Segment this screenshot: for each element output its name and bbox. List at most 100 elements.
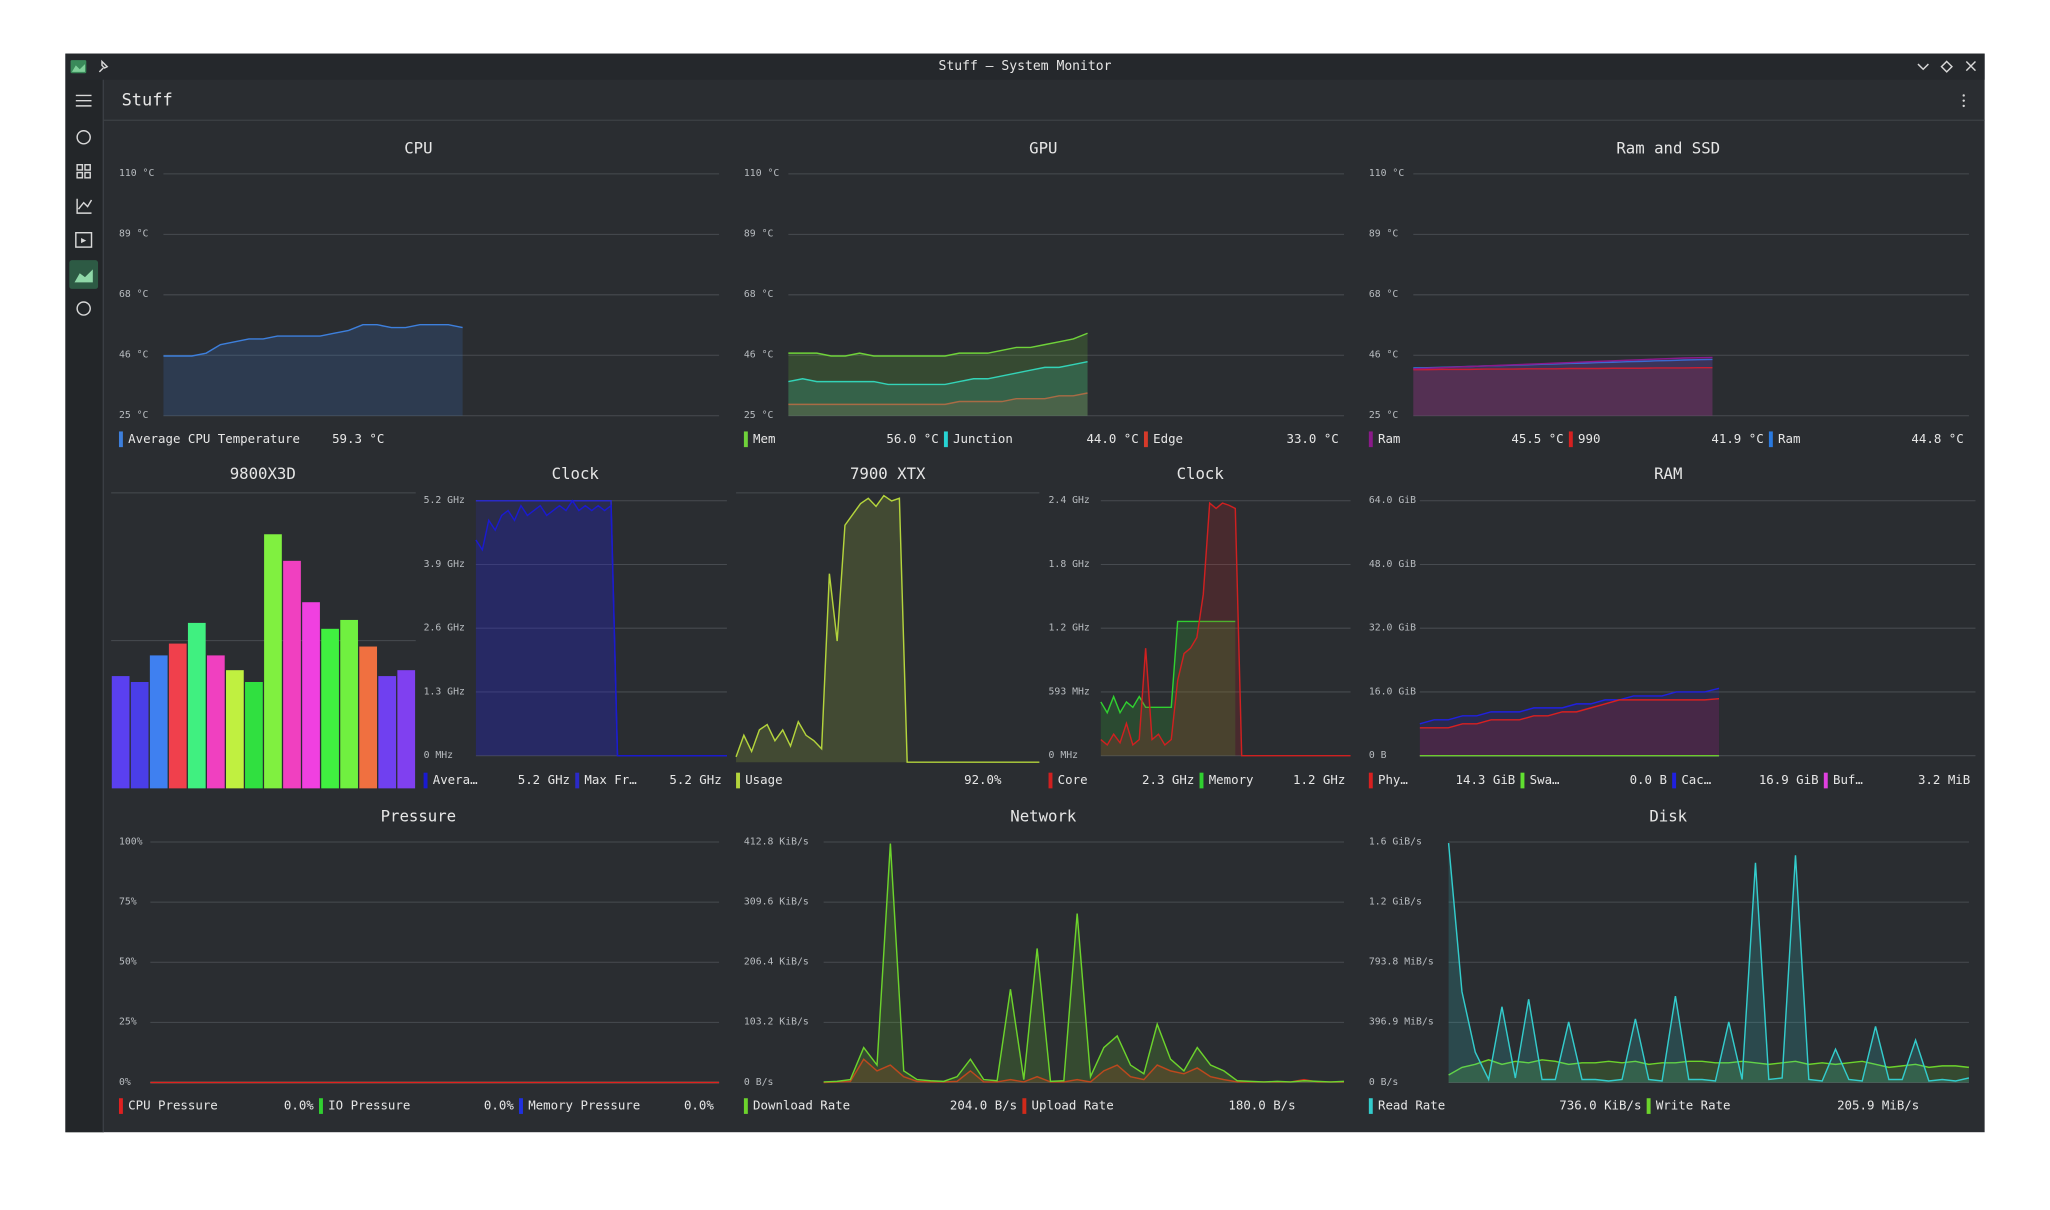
legend-value: 736.0 KiB/s <box>1559 1098 1641 1113</box>
legend-name: Edge <box>1153 431 1183 446</box>
legend-name: 990 <box>1578 431 1600 446</box>
legend-swatch <box>1646 1098 1651 1114</box>
y-tick-label: 0 B/s <box>744 1077 774 1088</box>
legend-swatch <box>575 772 580 789</box>
series-area <box>1419 688 1720 756</box>
pin-button[interactable] <box>98 59 109 73</box>
legend-value: 1.2 GHz <box>1293 772 1345 787</box>
sidebar-history[interactable] <box>76 198 93 214</box>
y-tick-label: 1.2 GHz <box>1049 623 1090 634</box>
y-tick-label: 110 °C <box>119 168 154 179</box>
series-line <box>788 360 1088 386</box>
legend-name: Read Rate <box>1378 1098 1445 1113</box>
y-tick-label: 25% <box>119 1017 137 1028</box>
sidebar <box>65 79 104 1133</box>
legend-value: 0.0 B <box>1630 772 1667 787</box>
legend-name: Cac… <box>1681 772 1711 787</box>
series-line <box>823 843 1345 1083</box>
series-line <box>1419 697 1720 729</box>
core-bar <box>264 534 282 789</box>
y-tick-label: 412.8 KiB/s <box>744 836 809 847</box>
legend-swatch <box>1672 772 1677 789</box>
legend-value: 5.2 GHz <box>669 772 721 787</box>
y-tick-label: 25 °C <box>744 410 774 421</box>
core-bar <box>321 628 339 789</box>
core-bar <box>283 560 301 789</box>
series-line <box>1100 620 1236 715</box>
series-area <box>1448 843 1969 1083</box>
y-tick-label: 2.6 GHz <box>424 623 465 634</box>
y-tick-label: 89 °C <box>744 229 774 240</box>
legend-swatch <box>736 772 740 789</box>
legend-value: 0.0% <box>484 1098 514 1113</box>
series-line <box>1448 1059 1970 1076</box>
legend-swatch <box>1823 772 1828 789</box>
legend-swatch <box>943 431 948 448</box>
series-line <box>788 332 1088 357</box>
y-tick-label: 16.0 GiB <box>1369 686 1416 697</box>
legend-name: Mem <box>753 431 775 446</box>
y-tick-label: 25 °C <box>119 410 149 421</box>
series-line <box>1413 356 1713 370</box>
core-bar <box>149 655 168 789</box>
legend-name: Write Rate <box>1656 1098 1731 1113</box>
legend-value: 5.2 GHz <box>518 772 570 787</box>
sidebar-stuff[interactable] <box>69 260 99 289</box>
series-line <box>1447 843 1970 1082</box>
legend-value: 56.0 °C <box>886 431 938 446</box>
legend-swatch <box>1768 431 1773 448</box>
y-tick-label: 0 B <box>1369 750 1387 761</box>
legend-swatch <box>319 1098 323 1114</box>
legend-value: 44.8 °C <box>1911 431 1963 446</box>
y-tick-label: 1.3 GHz <box>424 686 465 697</box>
y-tick-label: 3.9 GHz <box>424 559 465 570</box>
maximize-button[interactable] <box>1940 60 1953 73</box>
core-bar <box>130 681 149 789</box>
legend-value: 33.0 °C <box>1286 431 1338 446</box>
legend-value: 45.5 °C <box>1511 431 1563 446</box>
sidebar-overview[interactable] <box>76 164 91 179</box>
panel-title: Clock <box>552 464 600 483</box>
legend-value: 14.3 GiB <box>1456 772 1516 787</box>
y-tick-label: 0% <box>119 1077 131 1088</box>
core-bar <box>245 681 263 789</box>
legend-value: 59.3 °C <box>332 431 384 446</box>
panel-title: Disk <box>1649 807 1687 826</box>
minimize-button[interactable] <box>1917 63 1929 71</box>
series-area <box>1413 357 1713 416</box>
y-tick-label: 68 °C <box>1369 289 1399 300</box>
core-bar <box>302 602 320 789</box>
series-line <box>1419 687 1720 725</box>
legend-swatch <box>1368 772 1373 789</box>
y-tick-label: 0 MHz <box>1049 750 1079 761</box>
core-bar <box>340 619 358 789</box>
close-button[interactable] <box>1965 60 1976 72</box>
legend-name: Download Rate <box>753 1098 850 1113</box>
y-tick-label: 46 °C <box>744 350 774 361</box>
legend-name: Buf… <box>1833 772 1863 787</box>
core-bar <box>206 655 225 789</box>
legend-value: 180.0 B/s <box>1228 1098 1295 1113</box>
app-icon <box>70 60 87 74</box>
y-tick-label: 793.8 MiB/s <box>1369 957 1434 968</box>
legend-name: Swa… <box>1530 772 1560 787</box>
kebab-menu[interactable] <box>1962 94 1965 108</box>
y-tick-label: 89 °C <box>1369 229 1399 240</box>
series-area <box>823 1059 1345 1083</box>
legend-name: Core <box>1058 772 1088 787</box>
series-area <box>1100 621 1236 756</box>
series-area <box>736 495 1040 763</box>
sidebar-about[interactable] <box>76 301 91 316</box>
sidebar-help[interactable] <box>76 130 91 145</box>
y-tick-label: 32.0 GiB <box>1369 623 1416 634</box>
legend-name: Ram <box>1378 431 1400 446</box>
series-area <box>1100 503 1351 756</box>
legend-name: Average CPU Temperature <box>128 431 300 446</box>
legend-name: Upload Rate <box>1032 1098 1114 1113</box>
menu-button[interactable] <box>75 94 92 107</box>
sidebar-applications[interactable] <box>75 231 93 248</box>
legend-swatch <box>1520 772 1525 789</box>
legend-name: Max Fr… <box>584 772 636 787</box>
legend-name: Junction <box>953 431 1013 446</box>
legend-value: 92.0% <box>964 772 1002 787</box>
